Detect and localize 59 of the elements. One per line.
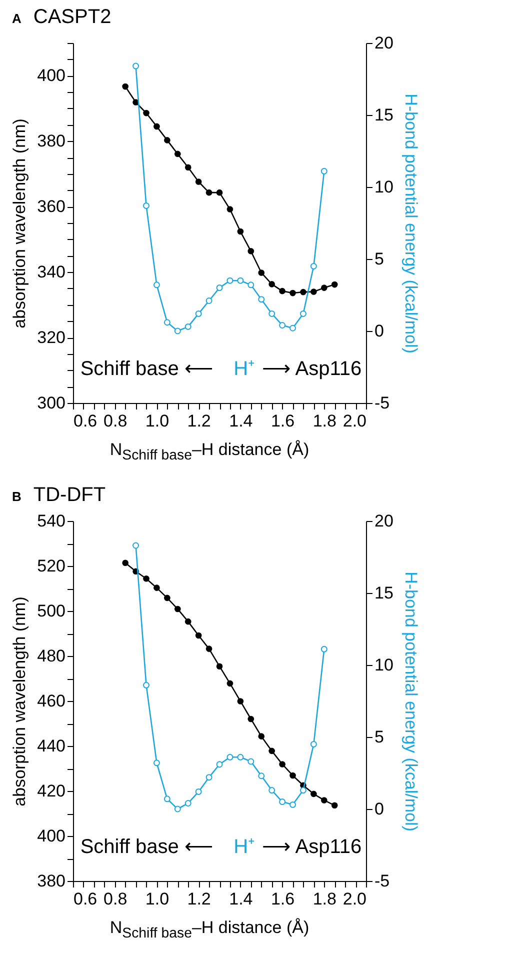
y2-axis-title: H-bond potential energy (kcal/mol) [401, 94, 420, 354]
y2-tick-label: 20 [374, 34, 394, 52]
x-tick-label: 2.0 [342, 412, 366, 430]
x-tick-label: 1.2 [187, 890, 211, 908]
x-axis-title: N$_{Schiff base}$–H distance (Å) [110, 440, 310, 464]
y-axis-title: absorption wavelength (nm) [10, 118, 30, 328]
annotation: ⟶ Asp116 [262, 836, 362, 858]
y2-tick-label: 20 [374, 512, 394, 530]
y2-tick-label: 15 [374, 584, 394, 602]
x-tick-label: 0.8 [104, 412, 128, 430]
y-tick-label: 360 [37, 197, 66, 216]
x-tick-label: 0.6 [74, 890, 98, 908]
x-tick-label: 1.0 [145, 890, 170, 908]
y-tick-label: 400 [37, 826, 66, 846]
x-tick-label: 1.2 [187, 412, 211, 430]
y-tick-label: 400 [37, 66, 66, 86]
y-tick-label: 520 [37, 556, 66, 576]
x-tick-label: 0.8 [104, 890, 128, 908]
text: B [12, 489, 22, 504]
annotation: Schiff base ⟵ [80, 358, 214, 380]
y-tick-label: 540 [37, 512, 66, 530]
x-axis-title: N$_{Schiff base}$–H distance (Å) [110, 918, 310, 942]
y-tick-label: 300 [37, 394, 66, 412]
annotation: H⁺ [234, 836, 256, 858]
y2-tick-label: 5 [374, 728, 384, 746]
y-tick-label: 440 [37, 736, 66, 756]
x-tick-label: 1.6 [270, 890, 295, 908]
y2-tick-label: 15 [374, 106, 394, 124]
y2-tick-label: -5 [374, 394, 390, 412]
annotation: ⟶ Asp116 [262, 358, 362, 380]
y-tick-label: 380 [37, 872, 66, 890]
y2-tick-label: 10 [374, 656, 394, 674]
y-tick-label: 480 [37, 646, 66, 666]
y-tick-label: 420 [37, 782, 66, 800]
x-tick-label: 1.6 [270, 412, 295, 430]
y2-axis-title: H-bond potential energy (kcal/mol) [401, 572, 420, 832]
x-tick-label: 1.8 [312, 890, 336, 908]
y-tick-label: 500 [37, 602, 66, 620]
y-tick-label: 320 [37, 328, 66, 348]
x-tick-label: 2.0 [342, 890, 366, 908]
x-tick-label: 1.0 [145, 412, 170, 430]
y-axis-title: absorption wavelength (nm) [10, 596, 30, 806]
y2-tick-label: 0 [374, 800, 384, 818]
text: A [12, 11, 22, 26]
annotation: H⁺ [234, 358, 256, 380]
y-tick-label: 380 [37, 132, 66, 151]
x-tick-label: 1.8 [312, 412, 336, 430]
chart-title: CASPT2 [33, 6, 112, 28]
y2-tick-label: -5 [374, 872, 390, 890]
y2-tick-label: 10 [374, 178, 394, 196]
x-tick-label: 1.4 [229, 890, 253, 908]
x-tick-label: 1.4 [229, 412, 253, 430]
x-tick-label: 0.6 [74, 412, 98, 430]
y2-tick-label: 5 [374, 250, 384, 268]
y-tick-label: 460 [37, 692, 66, 710]
annotation: Schiff base ⟵ [80, 836, 214, 858]
y2-tick-label: 0 [374, 322, 384, 340]
y-tick-label: 340 [37, 262, 66, 282]
chart-title: TD-DFT [33, 484, 106, 506]
